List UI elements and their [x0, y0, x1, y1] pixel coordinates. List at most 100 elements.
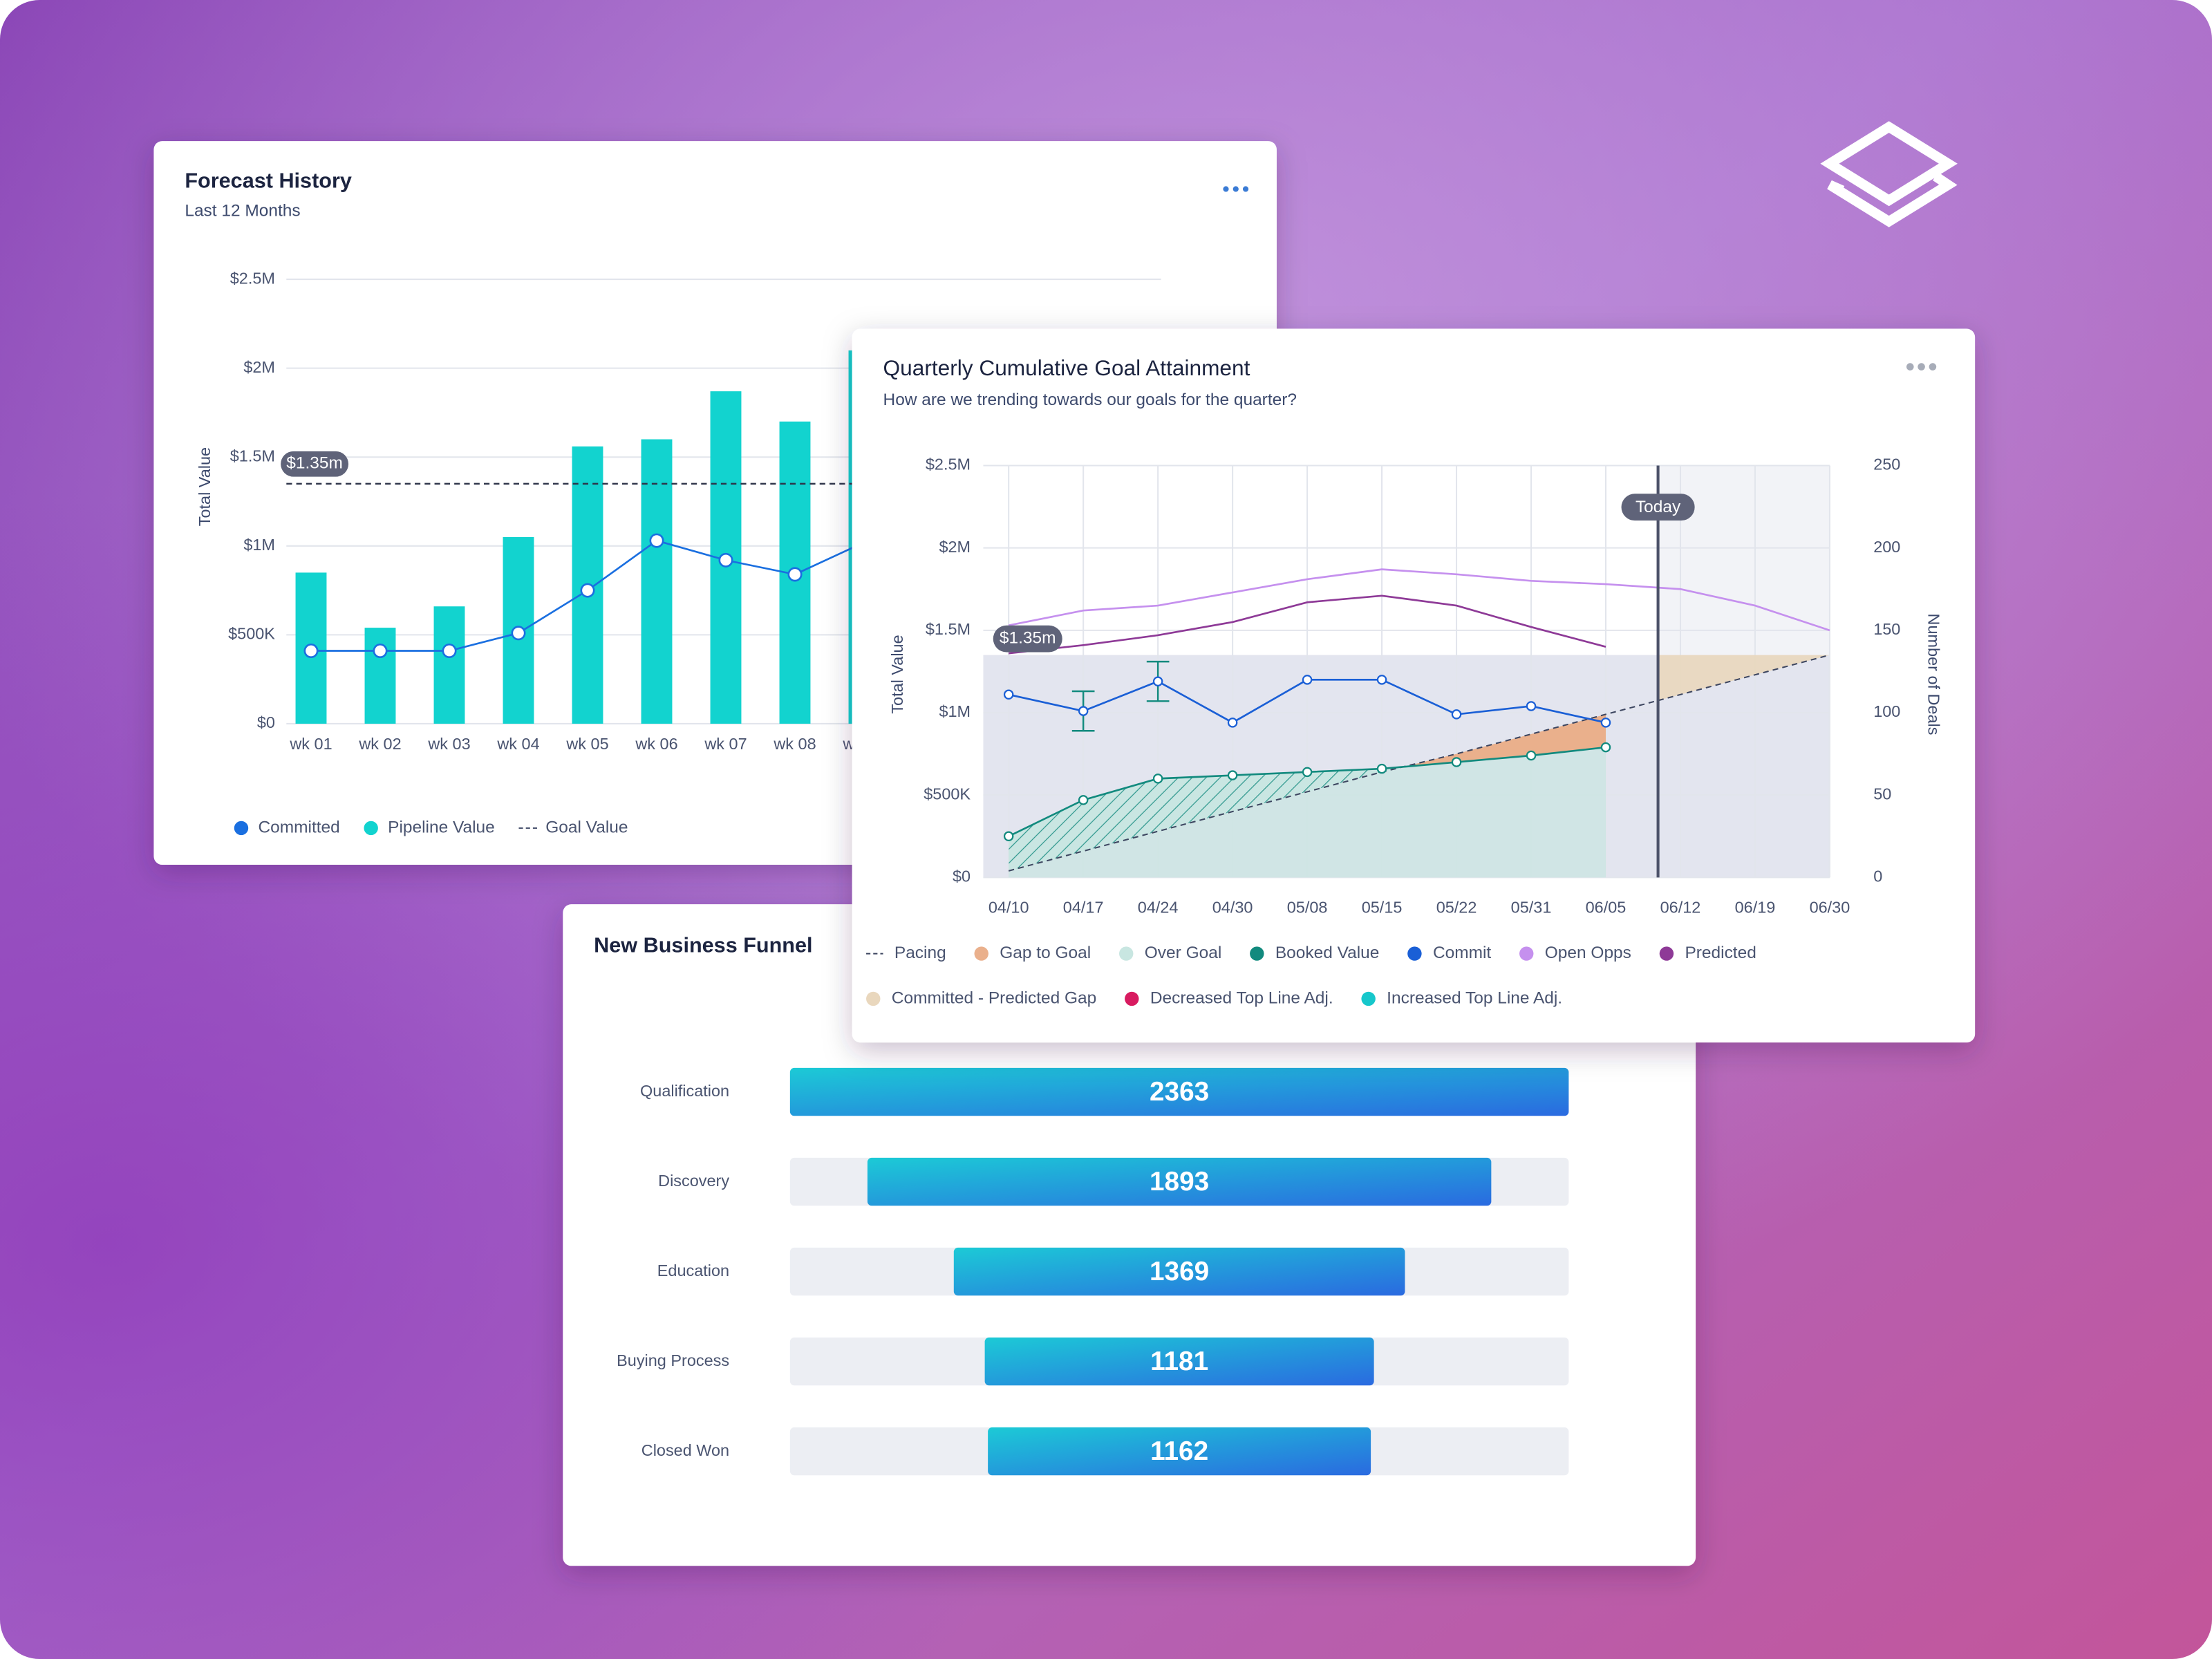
legend-swatch	[974, 946, 988, 961]
category-label: Discovery	[658, 1172, 729, 1190]
value-label: 1181	[1150, 1347, 1208, 1376]
x-tick-label: wk 06	[635, 735, 677, 753]
line	[1009, 594, 1606, 655]
legend-label: Predicted	[1685, 944, 1756, 962]
x-tick-label: 06/19	[1735, 898, 1776, 916]
logo-bottom	[1827, 172, 1958, 227]
x-tick-label: 06/30	[1810, 898, 1850, 916]
x-tick-label: wk 03	[427, 735, 470, 753]
y-tick-label: $1.5M	[230, 447, 275, 465]
line	[1008, 568, 1830, 632]
y-tick-label: $500K	[924, 785, 971, 803]
y-tick-label: $2M	[243, 358, 275, 376]
y-tick-label: $1.5M	[926, 620, 971, 638]
funnel-card: New Business Funnel Qualification 2363 Dis…	[563, 904, 1696, 1566]
legend-item: Over Goal	[1119, 944, 1221, 962]
value-label: 1162	[1150, 1436, 1208, 1466]
point	[511, 626, 526, 641]
legend-swatch	[364, 821, 378, 836]
legend-item: Open Opps	[1519, 944, 1631, 962]
y2-tick-label: 50	[1873, 785, 1891, 803]
legend-swatch	[1119, 946, 1134, 961]
legend-label: Decreased Top Line Adj.	[1150, 988, 1333, 1007]
point	[1376, 675, 1387, 685]
point	[580, 583, 595, 598]
legend-label: Increased Top Line Adj.	[1387, 988, 1562, 1007]
bar	[867, 1157, 1492, 1206]
legend-item: Booked Value	[1250, 944, 1379, 962]
y-tick-label: $2.5M	[230, 269, 275, 287]
bar	[364, 628, 396, 724]
card-title: New Business Funnel	[594, 933, 812, 957]
y-axis-label: Total Value	[888, 635, 906, 713]
y2-axis-label: Number of Deals	[1925, 614, 1943, 735]
y2-tick-label: 100	[1873, 702, 1900, 720]
x-tick-label: 04/17	[1063, 898, 1104, 916]
legend-item: Gap to Goal	[974, 944, 1091, 962]
y2-tick-label: 200	[1873, 538, 1900, 556]
point	[1152, 774, 1163, 784]
y-tick-label: $0	[257, 713, 275, 731]
legend-item: Commit	[1407, 944, 1491, 962]
legend-label: Goal Value	[545, 818, 628, 836]
goal-badge	[993, 625, 1062, 653]
legend-label: Committed - Predicted Gap	[892, 988, 1096, 1007]
point	[1451, 709, 1462, 720]
point	[1600, 718, 1611, 728]
value-label: 1893	[1150, 1167, 1209, 1197]
legend-swatch	[1250, 946, 1264, 961]
point	[373, 643, 388, 659]
category-label: Buying Process	[617, 1351, 729, 1369]
bar	[984, 1337, 1374, 1386]
point	[442, 643, 457, 659]
bar	[433, 606, 465, 724]
bar	[789, 1067, 1569, 1116]
legend-swatch	[1407, 946, 1422, 961]
logo-top	[1820, 121, 1958, 207]
x-tick-label: wk 07	[704, 735, 747, 753]
point	[1227, 770, 1238, 780]
x-tick-label: 04/30	[1212, 898, 1253, 916]
legend-label: Booked Value	[1275, 944, 1380, 962]
point	[718, 552, 733, 568]
legend-label: Pacing	[894, 944, 946, 962]
category-label: Closed Won	[641, 1441, 729, 1459]
legend-label: Gap to Goal	[1000, 944, 1091, 962]
x-tick-label: 04/10	[988, 898, 1029, 916]
menu-button[interactable]	[1223, 186, 1249, 192]
point	[1526, 750, 1537, 761]
point	[1078, 706, 1089, 716]
x-tick-label: 06/05	[1586, 898, 1627, 916]
over-goal-area	[1009, 714, 1606, 871]
legend-item: Committed - Predicted Gap	[866, 988, 1096, 1007]
y-tick-label: $1M	[939, 702, 971, 720]
legend-swatch	[234, 821, 249, 836]
point	[1003, 831, 1014, 842]
point	[1152, 676, 1163, 686]
today-label: Today	[1635, 498, 1681, 516]
x-tick-label: 05/31	[1511, 898, 1552, 916]
legend-swatch	[1519, 946, 1534, 961]
y2-tick-label: 150	[1873, 620, 1900, 638]
card-title: Quarterly Cumulative Goal Attainment	[883, 355, 1250, 380]
x-tick-label: wk 04	[496, 735, 539, 753]
value-label: 1369	[1150, 1257, 1209, 1286]
logo	[1820, 121, 1958, 227]
menu-button[interactable]	[1906, 363, 1937, 371]
point	[1078, 795, 1089, 805]
point	[303, 643, 319, 659]
x-tick-label: wk 05	[565, 735, 608, 753]
card-subtitle: Last 12 Months	[185, 202, 300, 221]
bar	[641, 439, 673, 724]
goal-attainment-card: Quarterly Cumulative Goal Attainment How…	[852, 328, 1976, 1043]
point	[1451, 757, 1462, 767]
legend-label: Pipeline Value	[388, 818, 495, 836]
y-tick-label: $500K	[228, 625, 275, 643]
line	[1008, 654, 1830, 872]
y-tick-label: $1M	[243, 536, 275, 554]
y-tick-label: $2.5M	[926, 456, 971, 474]
category-label: Qualification	[640, 1082, 729, 1100]
legend-item: Predicted	[1659, 944, 1756, 962]
